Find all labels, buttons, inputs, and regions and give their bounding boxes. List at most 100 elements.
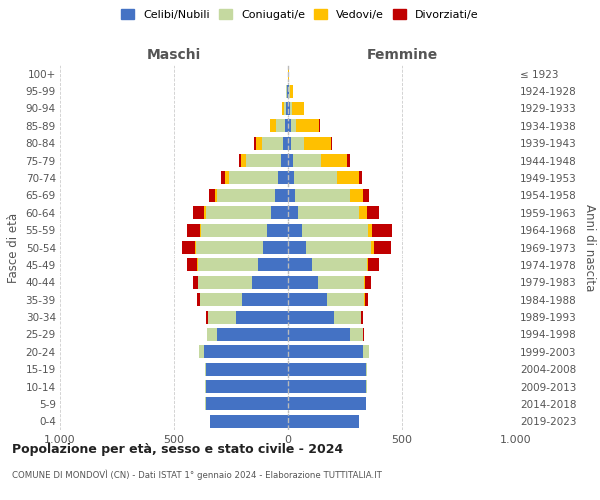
Bar (288, 189, 295, 202)
Y-axis label: Fasce di età: Fasce di età (7, 212, 20, 282)
Bar (229, 172, 278, 184)
Bar (211, 415, 288, 428)
Bar (296, 120, 319, 132)
Bar (288, 276, 317, 289)
Legend: Celibi/Nubili, Coniugati/e, Vedovi/e, Divorziati/e: Celibi/Nubili, Coniugati/e, Vedovi/e, Di… (118, 6, 482, 23)
Bar (206, 380, 288, 393)
Bar (209, 189, 215, 202)
Bar (284, 102, 286, 115)
Bar (206, 362, 288, 376)
Bar (327, 293, 364, 306)
Bar (288, 102, 290, 115)
Bar (317, 276, 364, 289)
Bar (364, 276, 365, 289)
Bar (304, 136, 331, 149)
Bar (350, 328, 363, 341)
Bar (236, 310, 288, 324)
Bar (288, 310, 334, 324)
Bar (226, 172, 229, 184)
Bar (285, 120, 288, 132)
Bar (288, 258, 312, 272)
Bar (365, 276, 371, 289)
Bar (275, 189, 288, 202)
Bar (363, 189, 369, 202)
Bar (217, 189, 275, 202)
Bar (365, 293, 368, 306)
Bar (294, 172, 337, 184)
Bar (198, 276, 251, 289)
Bar (291, 120, 296, 132)
Bar (321, 154, 347, 167)
Bar (365, 398, 366, 410)
Bar (363, 346, 369, 358)
Bar (271, 120, 276, 132)
Bar (182, 241, 195, 254)
Bar (373, 241, 391, 254)
Bar (207, 328, 217, 341)
Bar (271, 206, 288, 220)
Bar (200, 224, 202, 236)
Bar (281, 154, 288, 167)
Bar (288, 224, 302, 236)
Bar (361, 310, 363, 324)
Bar (367, 206, 379, 220)
Bar (241, 154, 246, 167)
Bar (288, 84, 289, 98)
Bar (197, 293, 200, 306)
Bar (286, 102, 288, 115)
Bar (302, 224, 368, 236)
Bar (288, 206, 298, 220)
Bar (290, 84, 293, 98)
Bar (319, 120, 320, 132)
Bar (312, 258, 367, 272)
Bar (371, 241, 373, 254)
Bar (193, 276, 198, 289)
Bar (288, 328, 350, 341)
Bar (276, 120, 285, 132)
Bar (287, 84, 288, 98)
Bar (288, 293, 327, 306)
Bar (268, 224, 288, 236)
Bar (246, 154, 281, 167)
Bar (283, 136, 288, 149)
Text: Maschi: Maschi (147, 48, 201, 62)
Text: COMUNE DI MONDOVÌ (CN) - Dati ISTAT 1° gennaio 2024 - Elaborazione TUTTITALIA.IT: COMUNE DI MONDOVÌ (CN) - Dati ISTAT 1° g… (12, 470, 382, 480)
Bar (288, 346, 363, 358)
Bar (203, 346, 288, 358)
Bar (187, 224, 200, 236)
Bar (242, 293, 288, 306)
Bar (263, 241, 288, 254)
Bar (205, 362, 206, 376)
Bar (331, 136, 332, 149)
Bar (205, 380, 206, 393)
Bar (367, 258, 368, 272)
Bar (359, 206, 367, 220)
Bar (292, 136, 304, 149)
Bar (206, 206, 271, 220)
Bar (208, 310, 236, 324)
Bar (288, 172, 294, 184)
Bar (288, 415, 359, 428)
Bar (288, 362, 365, 376)
Bar (195, 241, 196, 254)
Y-axis label: Anni di nascita: Anni di nascita (583, 204, 596, 291)
Bar (365, 380, 367, 393)
Bar (306, 241, 371, 254)
Bar (298, 206, 359, 220)
Bar (202, 224, 268, 236)
Bar (217, 328, 288, 341)
Bar (347, 154, 350, 167)
Bar (290, 102, 292, 115)
Bar (350, 189, 363, 202)
Bar (221, 172, 226, 184)
Bar (206, 310, 208, 324)
Bar (288, 380, 365, 393)
Bar (206, 398, 288, 410)
Bar (368, 258, 379, 272)
Text: Popolazione per età, sesso e stato civile - 2024: Popolazione per età, sesso e stato civil… (12, 442, 343, 456)
Bar (187, 258, 197, 272)
Bar (337, 172, 359, 184)
Bar (288, 154, 293, 167)
Bar (372, 224, 392, 236)
Bar (199, 346, 203, 358)
